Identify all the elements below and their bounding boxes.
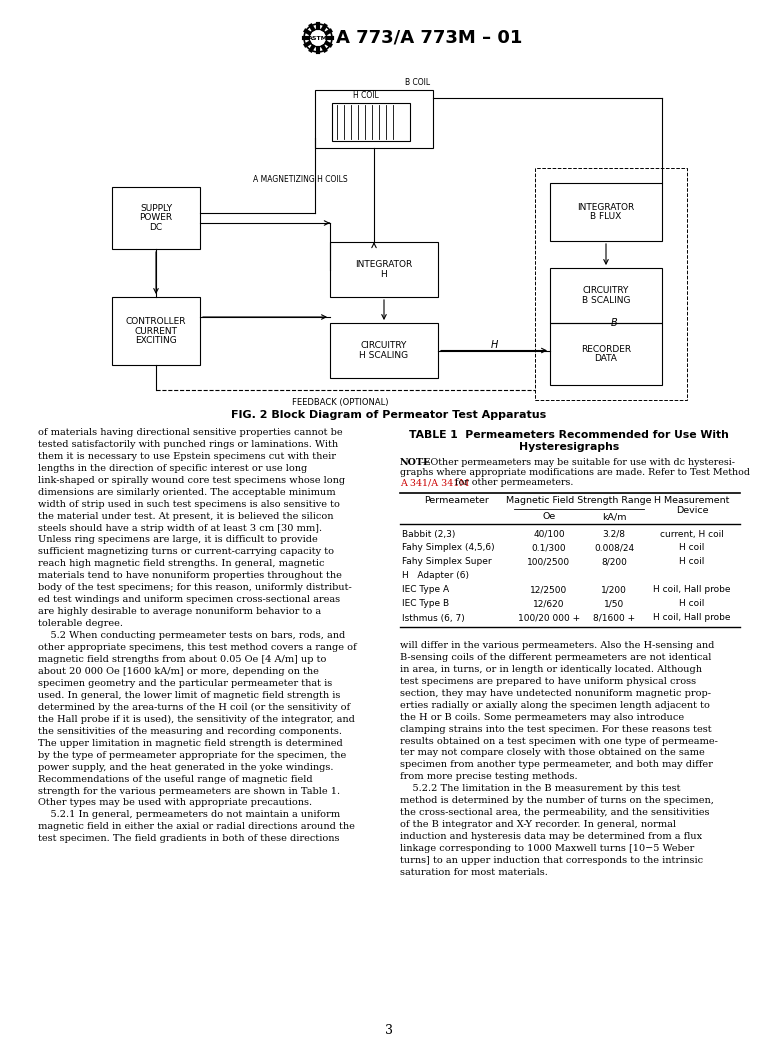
Text: POWER: POWER xyxy=(139,213,173,223)
Text: B FLUX: B FLUX xyxy=(591,212,622,221)
Text: DATA: DATA xyxy=(594,354,618,363)
Bar xyxy=(330,323,438,378)
Text: will differ in the various permeameters. Also the H-sensing and
B-sensing coils : will differ in the various permeameters.… xyxy=(400,641,718,877)
Text: 1/200: 1/200 xyxy=(601,585,627,594)
Text: 8/200: 8/200 xyxy=(601,558,627,566)
Text: for other permeameters.: for other permeameters. xyxy=(452,478,573,487)
Text: 3: 3 xyxy=(385,1023,393,1037)
Text: ASTM: ASTM xyxy=(308,35,328,41)
Text: A 341/A 341M: A 341/A 341M xyxy=(400,478,469,487)
Text: H SCALING: H SCALING xyxy=(359,351,408,359)
Text: Magnetic Field Strength Range: Magnetic Field Strength Range xyxy=(506,496,652,505)
Text: Babbit (2,3): Babbit (2,3) xyxy=(402,530,455,538)
Text: INTEGRATOR: INTEGRATOR xyxy=(577,203,635,212)
Text: IEC Type B: IEC Type B xyxy=(402,600,449,609)
Text: FEEDBACK (OPTIONAL): FEEDBACK (OPTIONAL) xyxy=(292,398,388,407)
Text: kA/m: kA/m xyxy=(601,512,626,520)
Bar xyxy=(550,183,662,242)
Text: Isthmus (6, 7): Isthmus (6, 7) xyxy=(402,613,464,623)
Text: Fahy Simplex (4,5,6): Fahy Simplex (4,5,6) xyxy=(402,543,495,553)
Text: H: H xyxy=(490,339,498,350)
Text: Oe: Oe xyxy=(542,512,555,520)
Text: B: B xyxy=(611,318,618,328)
Text: Permeameter: Permeameter xyxy=(425,496,489,505)
Text: RECORDER: RECORDER xyxy=(581,345,631,354)
Text: H   Adapter (6): H Adapter (6) xyxy=(402,572,469,581)
Text: A 773/A 773M – 01: A 773/A 773M – 01 xyxy=(336,29,522,47)
Text: —Other permeameters may be suitable for use with dc hysteresi-: —Other permeameters may be suitable for … xyxy=(421,458,735,467)
Text: 12/2500: 12/2500 xyxy=(531,585,568,594)
Text: SUPPLY: SUPPLY xyxy=(140,204,172,213)
Text: B SCALING: B SCALING xyxy=(582,296,630,305)
Bar xyxy=(550,268,662,323)
Text: H: H xyxy=(380,270,387,279)
Text: H coil, Hall probe: H coil, Hall probe xyxy=(654,585,731,594)
Text: Hysteresigraphs: Hysteresigraphs xyxy=(519,442,619,452)
Text: 0.008/24: 0.008/24 xyxy=(594,543,634,553)
Text: 100/20 000 +: 100/20 000 + xyxy=(518,613,580,623)
Text: 0.1/300: 0.1/300 xyxy=(531,543,566,553)
Bar xyxy=(112,187,200,249)
Text: FIG. 2 Block Diagram of Permeator Test Apparatus: FIG. 2 Block Diagram of Permeator Test A… xyxy=(231,410,547,420)
Text: current, H coil: current, H coil xyxy=(660,530,724,538)
Text: INTEGRATOR: INTEGRATOR xyxy=(356,260,412,270)
Text: DC: DC xyxy=(149,223,163,231)
Text: CURRENT: CURRENT xyxy=(135,327,177,335)
Text: 40/100: 40/100 xyxy=(533,530,565,538)
Text: H Measurement: H Measurement xyxy=(654,496,730,505)
Text: B COIL: B COIL xyxy=(405,78,430,87)
Bar xyxy=(332,103,410,141)
Text: IEC Type A: IEC Type A xyxy=(402,585,449,594)
Text: of materials having directional sensitive properties cannot be
tested satisfacto: of materials having directional sensitiv… xyxy=(38,428,356,843)
Text: CIRCUITRY: CIRCUITRY xyxy=(583,286,629,296)
Bar xyxy=(315,90,433,148)
Bar xyxy=(550,323,662,385)
Text: graphs where appropriate modifications are made. Refer to Test Method: graphs where appropriate modifications a… xyxy=(400,468,750,477)
Text: 1/50: 1/50 xyxy=(604,600,624,609)
Bar xyxy=(535,168,687,400)
Bar xyxy=(112,297,200,365)
Text: CONTROLLER: CONTROLLER xyxy=(126,318,186,327)
Text: 3.2/8: 3.2/8 xyxy=(602,530,626,538)
Text: H COIL: H COIL xyxy=(353,91,379,100)
Text: 100/2500: 100/2500 xyxy=(527,558,570,566)
Text: 8/1600 +: 8/1600 + xyxy=(593,613,635,623)
Text: Fahy Simplex Super: Fahy Simplex Super xyxy=(402,558,492,566)
Text: NOTE: NOTE xyxy=(400,458,431,467)
Text: H coil: H coil xyxy=(679,543,705,553)
Circle shape xyxy=(304,24,332,52)
Text: H coil: H coil xyxy=(679,558,705,566)
Text: EXCITING: EXCITING xyxy=(135,335,177,345)
Text: A MAGNETIZING H COILS: A MAGNETIZING H COILS xyxy=(253,176,347,184)
Text: 12/620: 12/620 xyxy=(533,600,565,609)
Text: H coil: H coil xyxy=(679,600,705,609)
Text: Device: Device xyxy=(676,506,708,515)
Bar xyxy=(330,242,438,297)
Text: H coil, Hall probe: H coil, Hall probe xyxy=(654,613,731,623)
Text: CIRCUITRY: CIRCUITRY xyxy=(361,341,407,351)
Text: TABLE 1  Permeameters Recommended for Use With: TABLE 1 Permeameters Recommended for Use… xyxy=(409,430,729,440)
